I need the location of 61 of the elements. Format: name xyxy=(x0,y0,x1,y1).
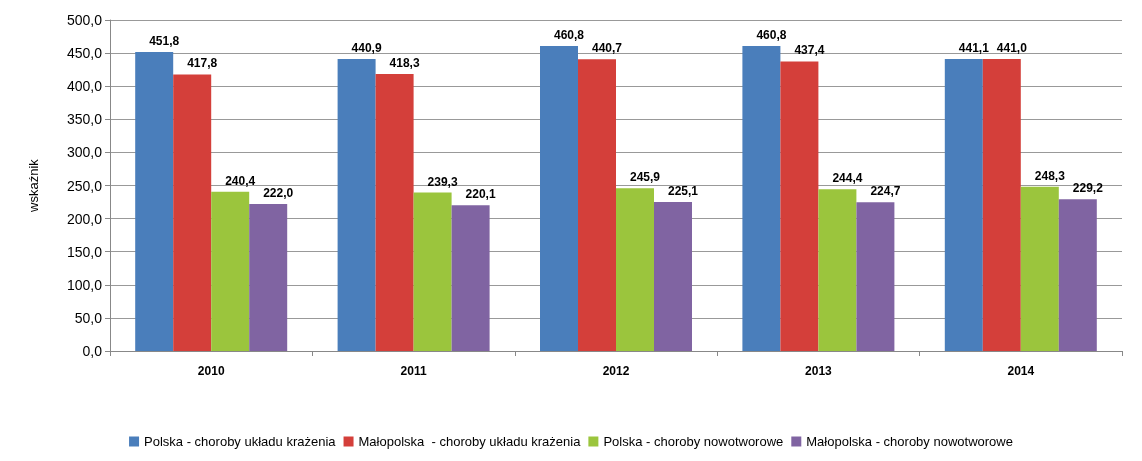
legend-label: Małopolska - choroby układu krażenia xyxy=(358,434,582,449)
data-label: 417,8 xyxy=(187,56,218,71)
bar xyxy=(982,59,1021,351)
data-label: 222,0 xyxy=(263,186,294,201)
y-tick-label: 100,0 xyxy=(66,276,103,293)
x-tick-label: 2011 xyxy=(400,364,427,378)
bar xyxy=(818,189,857,351)
x-tick-label: 2013 xyxy=(805,364,833,378)
data-label: 440,9 xyxy=(351,41,382,56)
data-label: 224,7 xyxy=(870,184,901,199)
data-label: 451,8 xyxy=(149,33,180,48)
y-tick-label: 400,0 xyxy=(66,78,103,95)
data-label: 229,2 xyxy=(1072,181,1104,196)
y-tick-label: 250,0 xyxy=(66,177,103,194)
data-label: 460,8 xyxy=(553,27,585,42)
bar xyxy=(413,192,452,351)
data-label: 225,1 xyxy=(667,183,699,198)
bar xyxy=(944,58,983,351)
bar xyxy=(337,59,376,351)
legend-label: Polska - choroby nowotworowe xyxy=(603,434,784,449)
bar xyxy=(540,45,578,351)
y-tick-label: 300,0 xyxy=(66,144,103,161)
y-tick-label: 150,0 xyxy=(66,243,103,260)
bar xyxy=(578,59,616,351)
y-tick-label: 450,0 xyxy=(66,45,103,62)
legend-label: Małopolska - choroby nowotworowe xyxy=(806,434,1013,449)
legend-label: Polska - choroby układu krażenia xyxy=(144,434,337,449)
bar xyxy=(780,61,819,351)
y-tick-label: 200,0 xyxy=(66,210,103,227)
data-label: 437,4 xyxy=(794,43,825,58)
data-label: 460,8 xyxy=(756,27,787,42)
bar xyxy=(856,202,895,351)
y-tick-label: 350,0 xyxy=(66,111,103,128)
bar xyxy=(375,74,414,351)
data-label: 245,9 xyxy=(629,170,661,185)
x-tick-label: 2014 xyxy=(1007,364,1035,378)
data-label: 244,4 xyxy=(832,171,863,186)
data-label: 240,4 xyxy=(225,173,256,188)
bar xyxy=(742,45,781,351)
data-label: 440,7 xyxy=(591,41,623,56)
x-tick-label: 2012 xyxy=(602,364,630,378)
bar xyxy=(249,204,288,351)
bar xyxy=(211,191,250,351)
bar xyxy=(173,74,212,351)
bar xyxy=(135,51,174,351)
y-tick-label: 500,0 xyxy=(66,12,103,28)
x-tick-label: 2010 xyxy=(197,364,225,378)
bar xyxy=(1058,199,1097,351)
y-tick-label: 0,0 xyxy=(82,343,103,359)
bar xyxy=(654,201,692,351)
bar xyxy=(1020,186,1059,351)
data-label: 441,1 xyxy=(958,40,990,55)
y-axis-title: wskaźnik xyxy=(26,158,41,213)
data-label: 239,3 xyxy=(427,174,458,189)
bar xyxy=(616,188,654,351)
data-label: 248,3 xyxy=(1034,168,1066,183)
data-label: 220,1 xyxy=(465,187,496,202)
data-label: 418,3 xyxy=(389,56,420,71)
data-label: 441,0 xyxy=(996,41,1028,56)
y-tick-label: 50,0 xyxy=(74,309,103,326)
bar xyxy=(451,205,490,351)
